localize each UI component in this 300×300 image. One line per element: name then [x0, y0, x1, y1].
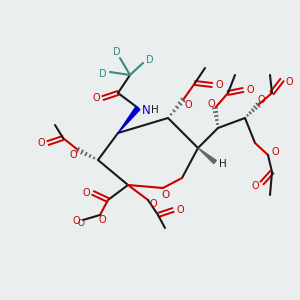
Text: O: O	[37, 138, 45, 148]
Polygon shape	[198, 148, 216, 164]
Text: D: D	[99, 69, 107, 79]
Text: D: D	[113, 47, 121, 57]
Text: O: O	[184, 100, 192, 110]
Text: O: O	[176, 205, 184, 215]
Text: O: O	[77, 218, 85, 227]
Text: O: O	[271, 147, 279, 157]
Text: O: O	[161, 190, 169, 200]
Text: O: O	[257, 95, 265, 105]
Text: O: O	[72, 216, 80, 226]
Text: O: O	[207, 99, 215, 109]
Text: O: O	[246, 85, 254, 95]
Text: O: O	[149, 199, 157, 209]
Text: O: O	[69, 150, 77, 160]
Text: O: O	[98, 215, 106, 225]
Text: O: O	[82, 188, 90, 198]
Polygon shape	[118, 106, 140, 133]
Text: D: D	[146, 55, 154, 65]
Text: O: O	[251, 181, 259, 191]
Text: N: N	[142, 103, 150, 116]
Text: O: O	[215, 80, 223, 90]
Text: O: O	[92, 93, 100, 103]
Text: H: H	[219, 159, 227, 169]
Text: H: H	[151, 105, 159, 115]
Text: O: O	[285, 77, 293, 87]
